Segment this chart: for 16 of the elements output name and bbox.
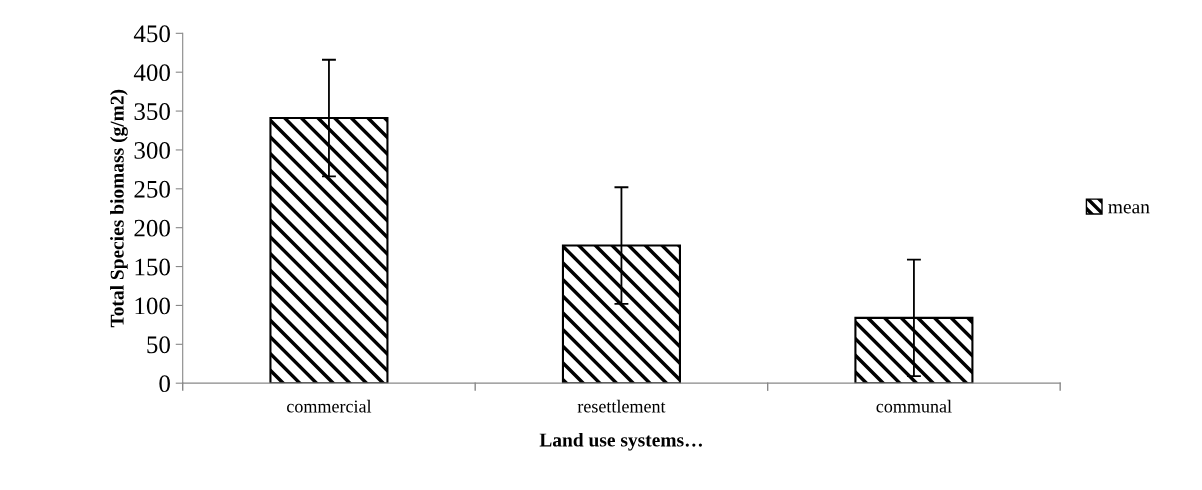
x-axis-title: Land use systems…	[539, 432, 702, 451]
x-tick-label: resettlement	[577, 399, 666, 413]
y-tick-label: 200	[134, 219, 170, 237]
y-tick-label: 350	[134, 103, 170, 120]
x-tick-label: commercial	[287, 399, 372, 413]
text: mean	[1108, 204, 1150, 214]
y-tick-label: 100	[135, 297, 170, 315]
y-tick-label: 250	[134, 180, 170, 198]
y-tick-label: 300	[134, 141, 170, 159]
y-axis-title: Total Species biomass (g/m2)	[110, 89, 128, 328]
y-tick-label: 0	[159, 375, 170, 393]
y-tick-label: 50	[147, 336, 170, 354]
x-tick-label: communal	[876, 399, 952, 413]
y-tick-label: 150	[135, 258, 170, 276]
y-tick-label: 400	[133, 64, 170, 82]
y-tick-label: 450	[133, 25, 170, 43]
